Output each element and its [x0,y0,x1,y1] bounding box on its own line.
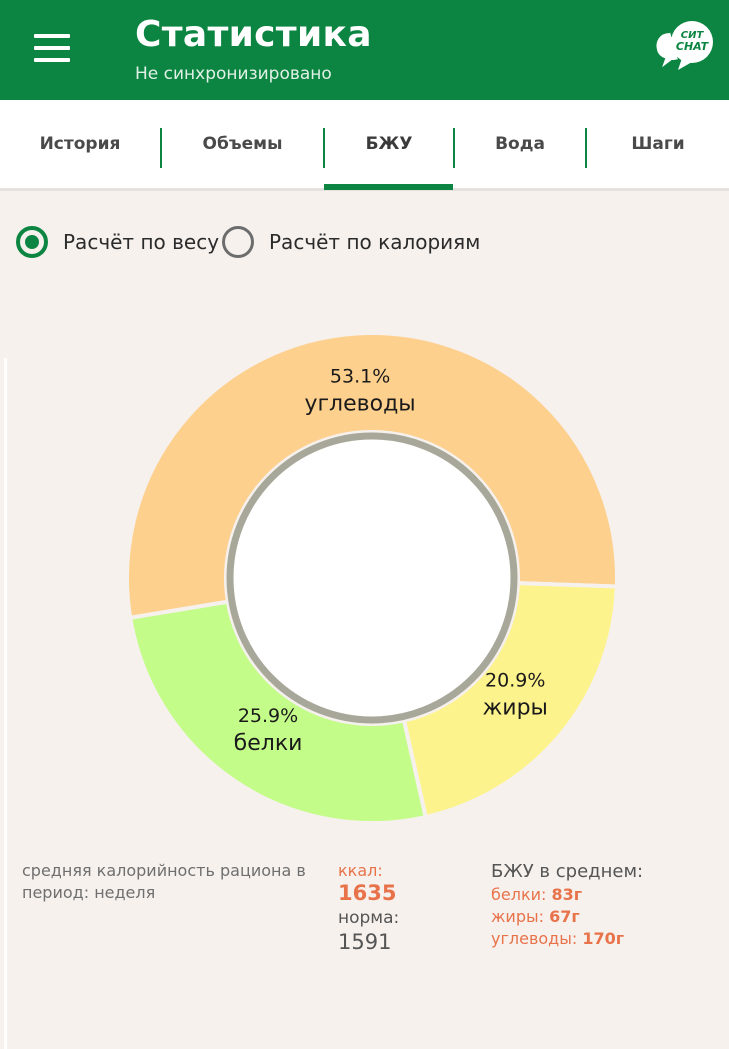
app-bar: Статистика Не синхронизировано СИТ CHAT [0,0,729,100]
page-title: Статистика [135,14,372,55]
bju-fats-label: жиры: [491,907,544,926]
tab-divider [453,128,455,168]
radio-by-calories[interactable]: Расчёт по калориям [222,226,480,258]
active-tab-indicator [324,184,453,190]
donut-slice-label-0: углеводы [304,391,415,416]
bju-carbs-label: углеводы: [491,929,578,948]
tab-bju[interactable]: БЖУ [365,134,413,154]
tab-divider [323,128,325,168]
kcal-label: ккал: [338,861,383,880]
bju-proteins-label: белки: [491,885,547,904]
norm-label: норма: [338,908,400,928]
bju-fats: жиры: 67г [491,907,580,926]
donut-slice-1 [127,599,429,825]
bju-average-title: БЖУ в среднем: [491,861,644,882]
donut-slice-label-1: белки [234,731,303,756]
tab-water[interactable]: Вода [495,134,545,154]
radio-unchecked-icon [222,226,254,258]
radio-by-weight[interactable]: Расчёт по весу [16,226,219,258]
kcal-value: 1635 [338,881,397,905]
radio-by-weight-label: Расчёт по весу [63,230,220,254]
bju-proteins: белки: 83г [491,885,582,904]
bju-fats-value: 67г [549,907,580,926]
tab-bar: История Объемы БЖУ Вода Шаги [0,100,729,191]
donut-hole [226,432,518,724]
sync-status: Не синхронизировано [135,64,332,84]
tab-history[interactable]: История [39,134,121,154]
menu-icon[interactable] [34,34,70,62]
donut-slice-percent-0: 53.1% [330,365,390,387]
avg-calories-label: средняя калорийность рациона в период: н… [22,861,306,902]
radio-by-calories-label: Расчёт по калориям [269,230,481,254]
donut-slice-2 [401,581,619,820]
chart-left-edge [4,358,7,1049]
tab-divider [585,128,587,168]
bju-proteins-value: 83г [551,885,583,904]
norm-value: 1591 [338,930,392,954]
donut-slice-percent-1: 25.9% [238,705,298,727]
tab-divider [160,128,162,168]
chat-icon-text-top: СИТ [681,30,705,41]
chat-icon[interactable]: СИТ CHAT [652,18,716,76]
tab-volumes[interactable]: Объемы [202,134,283,154]
tab-steps[interactable]: Шаги [631,134,685,154]
donut-slice-label-2: жиры [482,696,547,721]
donut-slice-0 [125,331,619,621]
donut-slice-percent-2: 20.9% [485,670,545,692]
radio-checked-icon [16,226,48,258]
bju-carbs-value: 170г [582,929,625,948]
bju-carbs: углеводы: 170г [491,929,624,948]
chat-icon-text-bottom: CHAT [676,40,710,53]
